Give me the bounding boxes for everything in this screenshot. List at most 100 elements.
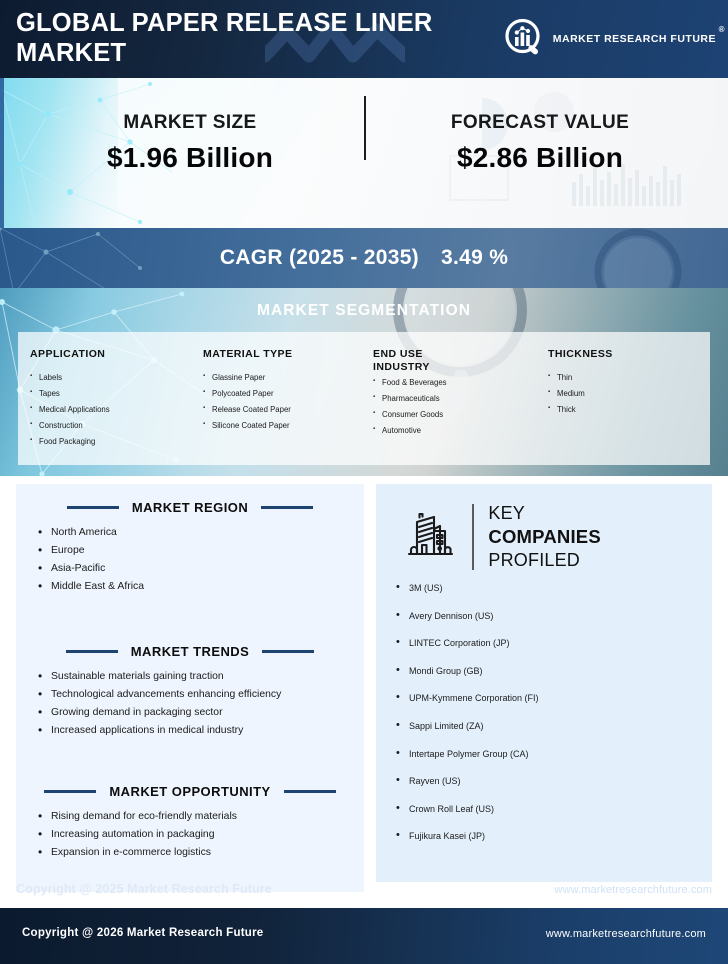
cagr-band: CAGR (2025 - 2035) 3.49 % (0, 228, 728, 288)
key-companies-heading: KEY COMPANIES PROFILED (488, 502, 600, 572)
list-item: Food & Beverages (373, 378, 523, 387)
list-item: 3M (US) (396, 582, 696, 593)
list-item: North America (38, 526, 364, 538)
key-companies-list: 3M (US) Avery Dennison (US) LINTEC Corpo… (396, 582, 696, 860)
market-trends-list: Sustainable materials gaining traction T… (16, 670, 364, 736)
key-companies-header: KEY COMPANIES PROFILED (402, 502, 601, 572)
segmentation-list: Thin Medium Thick (548, 373, 698, 414)
list-item: Europe (38, 544, 364, 556)
list-item: Medical Applications (30, 405, 200, 414)
registered-mark: ® (718, 25, 725, 34)
segmentation-column-end-use-industry: END USE INDUSTRY Food & Beverages Pharma… (373, 348, 523, 443)
decorative-wave-icon (265, 22, 405, 63)
brand-name-text: MARKET RESEARCH FUTURE (552, 33, 716, 45)
list-item: Growing demand in packaging sector (38, 706, 364, 718)
list-item: Sappi Limited (ZA) (396, 720, 696, 731)
page-footer: Copyright @ 2026 Market Research Future … (0, 908, 728, 964)
segmentation-column-thickness: THICKNESS Thin Medium Thick (548, 348, 698, 422)
market-opportunity-panel: MARKET OPPORTUNITY Rising demand for eco… (16, 774, 364, 892)
segmentation-heading: MATERIAL TYPE (203, 348, 293, 360)
list-item: Increasing automation in packaging (38, 828, 364, 840)
list-item: Food Packaging (30, 437, 200, 446)
key-companies-panel: KEY COMPANIES PROFILED 3M (US) Avery Den… (376, 484, 712, 882)
list-item: Silicone Coated Paper (203, 421, 373, 430)
title-rule-right (261, 506, 314, 509)
market-opportunity-title: MARKET OPPORTUNITY (109, 784, 271, 799)
segmentation-heading: END USE INDUSTRY (373, 348, 430, 373)
list-item: Crown Roll Leaf (US) (396, 803, 696, 814)
segmentation-heading: THICKNESS (548, 348, 613, 360)
list-item: Medium (548, 389, 698, 398)
market-opportunity-title-row: MARKET OPPORTUNITY (16, 784, 364, 799)
title-rule-right (262, 650, 315, 653)
page-header: GLOBAL PAPER RELEASE LINER MARKET MARKET… (0, 0, 728, 78)
office-building-icon (407, 512, 454, 555)
watermark-copyright: Copyright @ 2025 Market Research Future (16, 882, 272, 896)
list-item: Glassine Paper (203, 373, 373, 382)
list-item: Middle East & Africa (38, 580, 364, 592)
segmentation-column-material-type: MATERIAL TYPE Glassine Paper Polycoated … (203, 348, 373, 438)
forecast-value-stat: FORECAST VALUE $2.86 Billion (390, 112, 690, 174)
title-rule-left (66, 506, 119, 509)
list-item: Sustainable materials gaining traction (38, 670, 364, 682)
market-opportunity-list: Rising demand for eco-friendly materials… (16, 810, 364, 858)
brand-logo: MARKET RESEARCH FUTURE ® (504, 18, 725, 60)
hero-left-gradient (0, 78, 118, 228)
forecast-value-label: FORECAST VALUE (450, 112, 630, 133)
list-item: Asia-Pacific (38, 562, 364, 574)
key-companies-line1: KEY (488, 503, 526, 523)
title-rule-right (283, 790, 336, 793)
footer-copyright: Copyright @ 2026 Market Research Future (22, 927, 264, 939)
list-item: Polycoated Paper (203, 389, 373, 398)
header-divider (472, 503, 475, 570)
cagr-content: CAGR (2025 - 2035) 3.49 % (0, 228, 728, 288)
magnifier-graphic-icon (594, 228, 682, 288)
list-item: LINTEC Corporation (JP) (396, 637, 696, 648)
segmentation-heading: APPLICATION (30, 348, 106, 360)
list-item: Tapes (30, 389, 200, 398)
market-region-list: North America Europe Asia-Pacific Middle… (16, 526, 364, 592)
segmentation-column-application: APPLICATION Labels Tapes Medical Applica… (30, 348, 200, 454)
segmentation-list: Glassine Paper Polycoated Paper Release … (203, 373, 373, 430)
list-item: Rising demand for eco-friendly materials (38, 810, 364, 822)
list-item: Increased applications in medical indust… (38, 724, 364, 736)
brand-name: MARKET RESEARCH FUTURE ® (552, 25, 725, 45)
segmentation-panel: APPLICATION Labels Tapes Medical Applica… (18, 332, 710, 465)
list-item: Thick (548, 405, 698, 414)
list-item: Automotive (373, 426, 523, 435)
list-item: Consumer Goods (373, 410, 523, 419)
market-segmentation-section: MARKET SEGMENTATION APPLICATION Labels T… (0, 288, 728, 476)
list-item: Thin (548, 373, 698, 382)
title-rule-left (44, 790, 97, 793)
list-item: UPM-Kymmene Corporation (FI) (396, 692, 696, 703)
cagr-value: 3.49 % (440, 246, 509, 269)
key-companies-line2: COMPANIES (488, 526, 601, 548)
stat-divider (364, 96, 366, 160)
key-companies-line3: PROFILED (488, 549, 581, 570)
background-chart-graphic (449, 92, 681, 206)
list-item: Release Coated Paper (203, 405, 373, 414)
list-item: Labels (30, 373, 200, 382)
list-item: Fujikura Kasei (JP) (396, 830, 696, 841)
market-size-value: $1.96 Billion (107, 142, 273, 173)
footer-website[interactable]: www.marketresearchfuture.com (545, 928, 706, 940)
cagr-label: CAGR (2025 - 2035) (219, 246, 419, 269)
hero-accent-stripe (0, 78, 4, 228)
list-item: Expansion in e-commerce logistics (38, 846, 364, 858)
list-item: Pharmaceuticals (373, 394, 523, 403)
list-item: Technological advancements enhancing eff… (38, 688, 364, 700)
market-region-title: MARKET REGION (131, 500, 249, 515)
segmentation-title: MARKET SEGMENTATION (256, 302, 472, 319)
segmentation-list: Food & Beverages Pharmaceuticals Consume… (373, 378, 523, 435)
market-trends-title-row: MARKET TRENDS (16, 644, 364, 659)
segmentation-list: Labels Tapes Medical Applications Constr… (30, 373, 200, 446)
list-item: Rayven (US) (396, 775, 696, 786)
market-size-label: MARKET SIZE (123, 112, 257, 133)
market-region-panel: MARKET REGION North America Europe Asia-… (16, 484, 364, 636)
network-pattern-icon (0, 228, 142, 288)
market-trends-title: MARKET TRENDS (130, 644, 250, 659)
list-item: Avery Dennison (US) (396, 610, 696, 621)
list-item: Mondi Group (GB) (396, 665, 696, 676)
list-item: Construction (30, 421, 200, 430)
